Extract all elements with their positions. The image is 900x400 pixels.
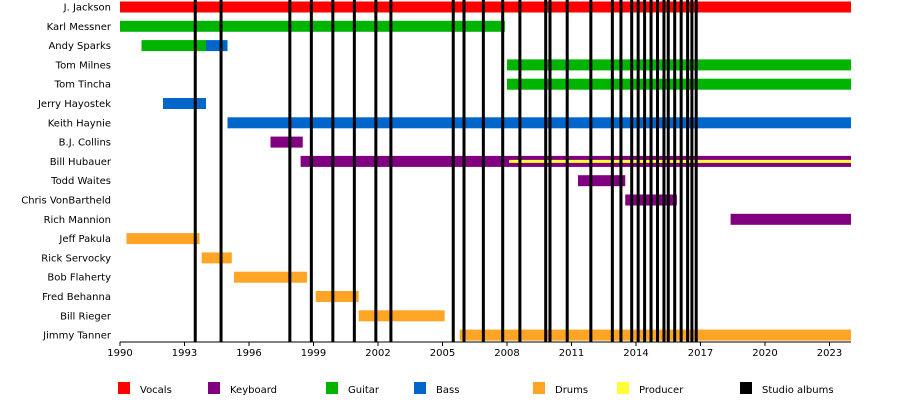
x-tick-label-2014: 2014 xyxy=(623,348,648,359)
member-label-j-jackson: J. Jackson xyxy=(63,3,111,14)
member-label-karl-messner: Karl Messner xyxy=(47,22,112,33)
bar-jimmy-tanner-drums-0 xyxy=(459,329,851,341)
legend-swatch-studio-albums xyxy=(740,382,752,394)
legend-label-vocals: Vocals xyxy=(140,385,172,396)
x-tick-label-2002: 2002 xyxy=(365,348,390,359)
bar-rick-servocky-drums-0 xyxy=(201,252,232,264)
member-label-jimmy-tanner: Jimmy Tanner xyxy=(42,331,112,342)
member-label-bob-flaherty: Bob Flaherty xyxy=(47,273,111,284)
legend-swatch-producer xyxy=(617,382,629,394)
member-labels: J. Jackson Karl Messner Andy Sparks Tom Mil… xyxy=(21,3,112,342)
member-label-todd-waites: Todd Waites xyxy=(50,176,111,187)
bar-tom-milnes-guitar-0 xyxy=(507,59,851,71)
member-label-jeff-pakula: Jeff Pakula xyxy=(58,234,111,245)
bar-andy-sparks-guitar-0 xyxy=(141,40,206,52)
legend-swatch-keyboard xyxy=(208,382,220,394)
member-label-chris-vonbartheld: Chris VonBartheld xyxy=(21,196,111,207)
bar-bill-rieger-drums-0 xyxy=(358,310,445,322)
bar-todd-waites-keyboard-0 xyxy=(577,175,626,187)
member-label-rich-mannion: Rich Mannion xyxy=(44,215,111,226)
bar-keith-haynie-bass-0 xyxy=(227,117,851,129)
x-tick-label-2020: 2020 xyxy=(752,348,777,359)
bar-b-j-collins-keyboard-0 xyxy=(270,136,303,148)
bar-j-jackson-vocals-0 xyxy=(120,1,851,13)
legend-label-studio-albums: Studio albums xyxy=(762,385,834,396)
x-tick-label-1993: 1993 xyxy=(172,348,197,359)
member-label-rick-servocky: Rick Servocky xyxy=(41,253,111,264)
legend-swatch-vocals xyxy=(118,382,130,394)
legend-swatch-guitar xyxy=(326,382,338,394)
member-label-jerry-hayostek: Jerry Hayostek xyxy=(37,99,111,110)
legend-swatch-drums xyxy=(533,382,545,394)
member-label-tom-milnes: Tom Milnes xyxy=(55,60,111,71)
bar-jerry-hayostek-bass-0 xyxy=(163,98,206,109)
member-label-andy-sparks: Andy Sparks xyxy=(48,41,111,52)
x-axis: 1990 1993 1996 1999 2002 2005 2008 2011 2014 2017… xyxy=(107,341,851,359)
bar-fred-behanna-drums-0 xyxy=(315,291,359,302)
bar-andy-sparks-bass-1 xyxy=(206,40,228,52)
x-tick-label-1999: 1999 xyxy=(301,348,326,359)
studio-album-lines xyxy=(193,0,698,342)
x-tick-label-1990: 1990 xyxy=(107,348,132,359)
legend-swatch-bass xyxy=(414,382,426,394)
x-tick-label-2008: 2008 xyxy=(494,348,519,359)
bar-jeff-pakula-drums-0 xyxy=(126,233,200,245)
x-tick-label-2017: 2017 xyxy=(688,348,713,359)
legend-label-keyboard: Keyboard xyxy=(230,385,277,396)
legend-label-producer: Producer xyxy=(639,385,684,396)
bar-tom-tincha-guitar-0 xyxy=(507,78,851,90)
x-tick-label-1996: 1996 xyxy=(236,348,261,359)
member-label-tom-tincha: Tom Tincha xyxy=(54,80,111,91)
legend-label-guitar: Guitar xyxy=(348,385,380,396)
member-bars xyxy=(120,1,852,341)
legend: Vocals Keyboard Guitar Bass Drums Producer Stu… xyxy=(118,382,834,396)
member-label-fred-behanna: Fred Behanna xyxy=(42,292,111,303)
member-label-keith-haynie: Keith Haynie xyxy=(48,118,111,129)
bar-bob-flaherty-drums-0 xyxy=(233,271,308,283)
x-tick-label-2011: 2011 xyxy=(559,348,584,359)
member-label-bill-hubauer: Bill Hubauer xyxy=(50,157,112,168)
x-tick-label-2023: 2023 xyxy=(817,348,842,359)
member-label-bill-rieger: Bill Rieger xyxy=(60,311,112,322)
x-tick-label-2005: 2005 xyxy=(430,348,455,359)
legend-label-bass: Bass xyxy=(436,385,459,396)
legend-label-drums: Drums xyxy=(555,385,588,396)
member-label-b-j-collins: B.J. Collins xyxy=(59,138,111,149)
bar-rich-mannion-keyboard-0 xyxy=(730,213,851,225)
